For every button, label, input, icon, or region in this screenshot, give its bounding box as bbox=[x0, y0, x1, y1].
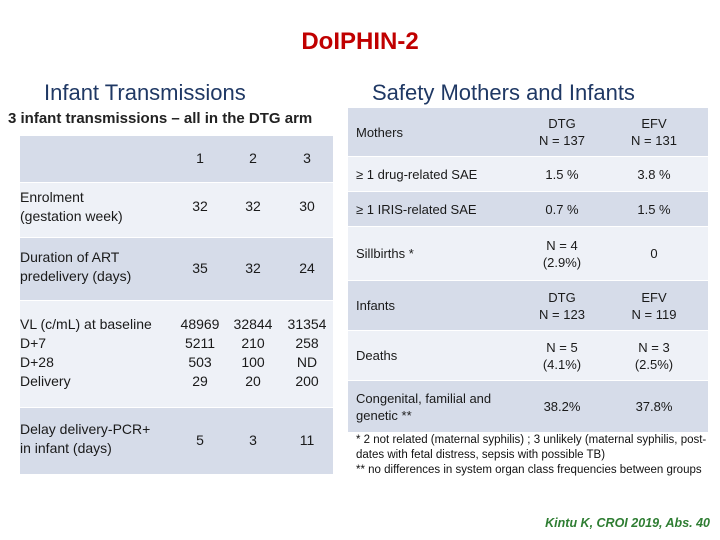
efv-cell: 3.8 % bbox=[637, 166, 671, 182]
safety-heading: Safety Mothers and Infants bbox=[372, 80, 635, 105]
dtg-cell: N = 5 (4.1%) bbox=[542, 339, 582, 372]
dtg-cell: 1.5 % bbox=[545, 166, 579, 182]
row-label: Sillbirths * bbox=[356, 246, 414, 261]
table-row: ≥ 1 drug-related SAE 1.5 % 3.8 % bbox=[348, 157, 708, 192]
citation: Kintu K, CROI 2019, Abs. 40 bbox=[545, 516, 710, 530]
row-label: ≥ 1 drug-related SAE bbox=[356, 166, 478, 182]
dtg-cell: DTG N = 137 bbox=[539, 116, 585, 148]
table-row: Enrolment (gestation week) 32 32 30 bbox=[20, 188, 333, 230]
efv-cell: 37.8% bbox=[635, 399, 673, 414]
table-cell: 30 bbox=[299, 198, 315, 214]
dtg-cell: 38.2% bbox=[543, 399, 581, 414]
table-cell: 35 bbox=[192, 260, 208, 276]
row-label: ≥ 1 IRIS-related SAE bbox=[356, 201, 477, 217]
row-label: Delay delivery-PCR+ in infant (days) bbox=[20, 421, 151, 456]
dtg-cell: 0.7 % bbox=[545, 201, 579, 217]
footnote-line-2: ** no differences in system organ class … bbox=[356, 464, 702, 476]
table-cell: 31354 258 ND 200 bbox=[287, 316, 327, 389]
footnote-line-1: * 2 not related (maternal syphilis) ; 3 … bbox=[356, 434, 707, 461]
left-table-row-band bbox=[20, 301, 333, 407]
dtg-cell: N = 4 (2.9%) bbox=[542, 237, 582, 270]
left-table-row-band bbox=[20, 183, 333, 237]
table-row: Mothers DTG N = 137 EFV N = 131 bbox=[348, 108, 708, 157]
dtg-cell: DTG N = 123 bbox=[539, 289, 585, 322]
infant-column-2: 2 bbox=[249, 150, 257, 166]
row-label: Mothers bbox=[356, 124, 403, 140]
row-label: Infants bbox=[356, 298, 396, 313]
table-row: VL (c/mL) at baseline D+7 D+28 Delivery … bbox=[20, 315, 333, 395]
efv-cell: EFV N = 131 bbox=[631, 116, 677, 148]
row-label: VL (c/mL) at baseline D+7 D+28 Delivery bbox=[20, 316, 152, 389]
row-label: Duration of ART predelivery (days) bbox=[20, 249, 132, 284]
table-row: Sillbirths * N = 4 (2.9%) 0 bbox=[348, 227, 708, 281]
row-label: Congenital, familial and genetic ** bbox=[356, 390, 492, 423]
transmissions-subtitle: 3 infant transmissions – all in the DTG … bbox=[8, 110, 313, 127]
table-row: Deaths N = 5 (4.1%) N = 3 (2.5%) bbox=[348, 331, 708, 381]
efv-cell: EFV N = 119 bbox=[631, 289, 677, 322]
table-row: Congenital, familial and genetic ** 38.2… bbox=[348, 381, 708, 433]
infant-column-3: 3 bbox=[303, 150, 311, 166]
infant-column-1: 1 bbox=[196, 150, 204, 166]
efv-cell: 0 bbox=[650, 246, 658, 261]
row-label: Enrolment (gestation week) bbox=[20, 189, 123, 224]
left-table-row-band bbox=[20, 238, 333, 300]
efv-cell: 1.5 % bbox=[637, 201, 671, 217]
slide-title: DoIPHIN-2 bbox=[301, 28, 419, 55]
table-cell: 3 bbox=[249, 432, 257, 448]
table-row: Delay delivery-PCR+ in infant (days) 5 3… bbox=[20, 420, 333, 462]
footnote: * 2 not related (maternal syphilis) ; 3 … bbox=[356, 433, 712, 478]
table-row: Duration of ART predelivery (days) 35 32… bbox=[20, 248, 333, 290]
table-cell: 5 bbox=[196, 432, 204, 448]
table-cell: 32 bbox=[192, 198, 208, 214]
left-table-header-band bbox=[20, 136, 333, 182]
table-cell: 32 bbox=[245, 260, 261, 276]
table-cell: 32844 210 100 20 bbox=[233, 316, 273, 389]
table-row: ≥ 1 IRIS-related SAE 0.7 % 1.5 % bbox=[348, 192, 708, 227]
left-table-row-band bbox=[20, 408, 333, 474]
table-cell: 11 bbox=[299, 432, 315, 448]
table-cell: 32 bbox=[245, 198, 261, 214]
efv-cell: N = 3 (2.5%) bbox=[634, 339, 674, 372]
table-cell: 48969 5211 503 29 bbox=[180, 316, 220, 389]
table-row: Infants DTG N = 123 EFV N = 119 bbox=[348, 281, 708, 331]
infant-transmissions-heading: Infant Transmissions bbox=[44, 80, 246, 105]
left-table-header: 1 2 3 bbox=[20, 149, 333, 169]
table-cell: 24 bbox=[299, 260, 315, 276]
row-label: Deaths bbox=[356, 348, 398, 363]
